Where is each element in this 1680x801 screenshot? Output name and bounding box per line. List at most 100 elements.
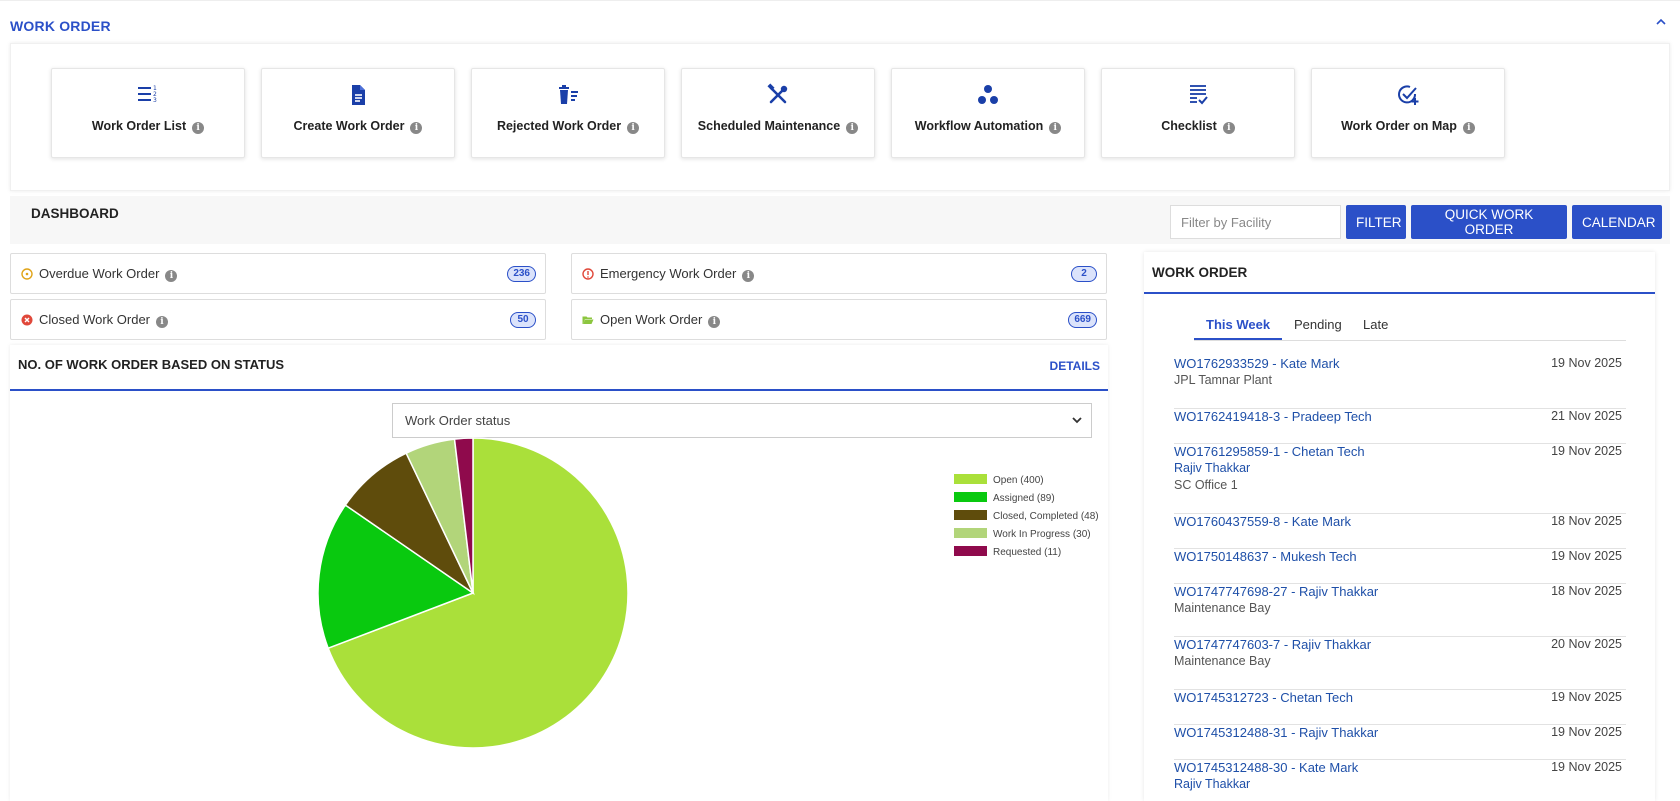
tile-scheduled-maintenance[interactable]: Scheduled Maintenance i	[681, 68, 875, 158]
legend-item[interactable]: Requested (11)	[954, 546, 1099, 564]
count-badge: 669	[1068, 312, 1097, 328]
info-icon[interactable]: i	[410, 122, 423, 134]
overdue-work-order-card[interactable]: Overdue Work Order i 236	[10, 253, 546, 294]
info-icon[interactable]: i	[708, 316, 721, 328]
work-order-link[interactable]: WO1761295859-1 - Chetan Tech	[1174, 444, 1365, 459]
tile-label: Work Order on Map	[1341, 119, 1457, 133]
work-order-row[interactable]: WO1745312488-31 - Rajiv Thakkar 19 Nov 20…	[1174, 725, 1626, 760]
status-select-value: Work Order status	[405, 413, 511, 428]
work-order-link[interactable]: WO1745312488-30 - Kate Mark	[1174, 760, 1359, 775]
tile-checklist[interactable]: Checklist i	[1101, 68, 1295, 158]
work-order-row[interactable]: WO1761295859-1 - Chetan Tech 19 Nov 2025 R…	[1174, 444, 1626, 514]
work-order-row[interactable]: WO1750148637 - Mukesh Tech 19 Nov 2025	[1174, 549, 1626, 584]
work-order-list-panel: WORK ORDER This Week Pending Late WO1762…	[1144, 252, 1655, 801]
legend-item[interactable]: Assigned (89)	[954, 492, 1099, 510]
info-icon[interactable]: i	[192, 122, 205, 134]
work-order-link[interactable]: WO1760437559-8 - Kate Mark	[1174, 514, 1352, 529]
tab-divider	[1194, 340, 1626, 341]
open-work-order-card[interactable]: Open Work Order i 669	[571, 299, 1107, 340]
tile-rejected-work-order[interactable]: Rejected Work Order i	[471, 68, 665, 158]
work-order-link[interactable]: WO1747747698-27 - Rajiv Thakkar	[1174, 584, 1379, 599]
work-order-row[interactable]: WO1760437559-8 - Kate Mark 18 Nov 2025	[1174, 514, 1626, 549]
section-title: WORK ORDER	[10, 18, 111, 34]
tab-this-week[interactable]: This Week	[1194, 316, 1283, 340]
work-order-date: 19 Nov 2025	[1551, 356, 1622, 370]
tile-label: Create Work Order	[293, 119, 405, 133]
work-order-panel-title: WORK ORDER	[1152, 265, 1248, 280]
status-pie-chart	[317, 437, 629, 749]
svg-text:1: 1	[153, 85, 157, 92]
stat-label: Emergency Work Order	[600, 266, 737, 281]
pie-slice-open[interactable]	[327, 437, 629, 749]
tile-label: Workflow Automation	[914, 119, 1044, 133]
svg-text:2: 2	[153, 91, 157, 98]
count-badge: 50	[510, 312, 536, 328]
chart-title: NO. OF WORK ORDER BASED ON STATUS	[18, 357, 285, 372]
legend-swatch	[954, 474, 987, 484]
tile-workflow-automation[interactable]: Workflow Automation i	[891, 68, 1085, 158]
work-order-link[interactable]: WO1745312723 - Chetan Tech	[1174, 690, 1353, 705]
info-icon[interactable]: i	[846, 122, 859, 134]
facility-name: JPL Tamnar Plant	[1174, 373, 1272, 387]
legend-label: Assigned (89)	[993, 493, 1055, 504]
quick-work-order-button[interactable]: QUICK WORK ORDER	[1411, 205, 1567, 239]
work-order-date: 20 Nov 2025	[1551, 637, 1622, 651]
tab-late[interactable]: Late	[1363, 317, 1389, 332]
closed-work-order-card[interactable]: Closed Work Order i 50	[10, 299, 546, 340]
assignee-name: Rajiv Thakkar	[1174, 777, 1251, 791]
work-order-link[interactable]: WO1762419418-3 - Pradeep Tech	[1174, 409, 1372, 424]
work-order-link[interactable]: WO1747747603-7 - Rajiv Thakkar	[1174, 637, 1372, 652]
info-icon[interactable]: i	[627, 122, 640, 134]
info-icon[interactable]: i	[742, 270, 755, 282]
tile-create-work-order[interactable]: Create Work Order i	[261, 68, 455, 158]
info-icon[interactable]: i	[165, 270, 178, 282]
work-order-date: 19 Nov 2025	[1551, 725, 1622, 739]
legend-item[interactable]: Open (400)	[954, 474, 1099, 492]
legend-item[interactable]: Work In Progress (30)	[954, 528, 1099, 546]
filter-button[interactable]: FILTER	[1346, 205, 1406, 239]
legend-swatch	[954, 528, 987, 538]
work-order-date: 18 Nov 2025	[1551, 514, 1622, 528]
work-order-row[interactable]: WO1762933529 - Kate Mark 19 Nov 2025 JPL T…	[1174, 356, 1626, 409]
emergency-work-order-card[interactable]: Emergency Work Order i 2	[571, 253, 1107, 294]
folder-open-icon	[582, 316, 594, 324]
info-icon[interactable]: i	[156, 316, 169, 328]
info-icon[interactable]: i	[1462, 122, 1475, 134]
alert-circle-icon	[582, 268, 594, 280]
checklist-icon	[1102, 83, 1294, 107]
work-order-date: 19 Nov 2025	[1551, 444, 1622, 458]
work-order-row[interactable]: WO1747747698-27 - Rajiv Thakkar 18 Nov 20…	[1174, 584, 1626, 637]
legend-item[interactable]: Closed, Completed (48)	[954, 510, 1099, 528]
dashboard-title: DASHBOARD	[31, 206, 119, 221]
dashboard-toolbar: DASHBOARD FILTER QUICK WORK ORDER CALEND…	[10, 196, 1670, 244]
assignee-name: Rajiv Thakkar	[1174, 461, 1251, 475]
facility-filter-input[interactable]	[1170, 205, 1341, 239]
status-chart-panel: NO. OF WORK ORDER BASED ON STATUS DETAIL…	[10, 345, 1108, 801]
legend-label: Requested (11)	[993, 547, 1062, 558]
work-order-row[interactable]: WO1745312488-30 - Kate Mark 19 Nov 2025 Ra…	[1174, 760, 1626, 800]
info-icon[interactable]: i	[1049, 122, 1062, 134]
work-order-link[interactable]: WO1750148637 - Mukesh Tech	[1174, 549, 1357, 564]
chevron-up-icon[interactable]	[1652, 15, 1670, 33]
work-order-link[interactable]: WO1745312488-31 - Rajiv Thakkar	[1174, 725, 1379, 740]
work-order-link[interactable]: WO1762933529 - Kate Mark	[1174, 356, 1340, 371]
pie-slice-requested[interactable]	[453, 437, 474, 594]
facility-name: Maintenance Bay	[1174, 601, 1271, 615]
tile-label: Work Order List	[91, 119, 187, 133]
facility-name: Maintenance Bay	[1174, 654, 1271, 668]
svg-text:3: 3	[153, 97, 157, 104]
status-select[interactable]: Work Order status	[392, 403, 1092, 438]
work-order-row[interactable]: WO1747747603-7 - Rajiv Thakkar 20 Nov 202…	[1174, 637, 1626, 690]
info-icon[interactable]: i	[1222, 122, 1235, 134]
work-order-row[interactable]: WO1745312723 - Chetan Tech 19 Nov 2025	[1174, 690, 1626, 725]
work-order-date: 19 Nov 2025	[1551, 760, 1622, 774]
pie-slice-assigned[interactable]	[317, 504, 475, 650]
work-order-row[interactable]: WO1762419418-3 - Pradeep Tech 21 Nov 2025	[1174, 409, 1626, 444]
tile-work-order-on-map[interactable]: Work Order on Map i	[1311, 68, 1505, 158]
calendar-button[interactable]: CALENDAR	[1572, 205, 1662, 239]
tab-pending[interactable]: Pending	[1294, 317, 1342, 332]
details-link[interactable]: DETAILS	[1049, 359, 1100, 373]
stat-label: Closed Work Order	[39, 312, 151, 327]
